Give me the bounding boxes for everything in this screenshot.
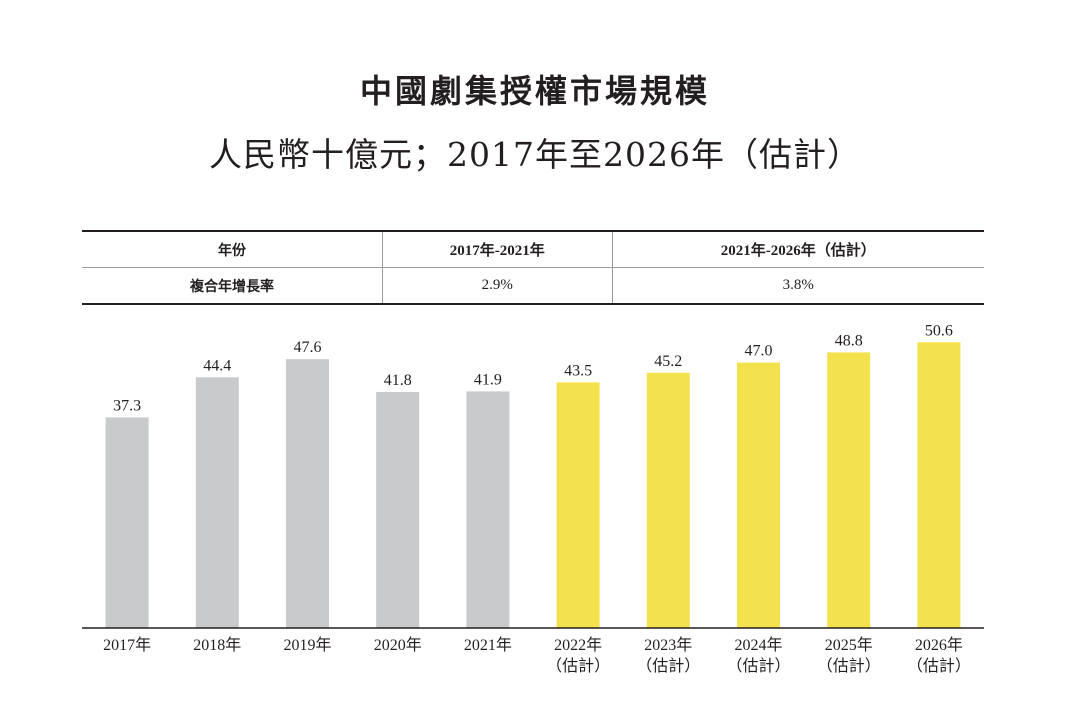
chart-subtitle: 人民幣十億元；2017年至2026年（估計）	[209, 135, 861, 174]
bar-7	[737, 362, 780, 628]
x-tick-note-7: （估計）	[726, 657, 790, 675]
bar-4	[466, 391, 510, 628]
cagr-value-2017-2021: 2.9%	[382, 267, 613, 305]
data-label-0: 37.3	[113, 397, 141, 414]
data-label-7: 47.0	[745, 343, 773, 360]
x-tick-note-9: （估計）	[907, 657, 971, 675]
x-tick-label-2: 2019年	[283, 636, 331, 654]
data-label-1: 44.4	[203, 357, 231, 374]
x-tick-note-6: （估計）	[636, 657, 700, 675]
data-label-2: 47.6	[294, 339, 322, 356]
x-tick-label-5: 2022年	[554, 636, 602, 654]
x-tick-note-8: （估計）	[817, 657, 881, 675]
x-tick-label-9: 2026年	[915, 636, 963, 654]
cagr-value-2021-2026: 3.8%	[611, 267, 984, 305]
bar-9	[917, 342, 961, 628]
x-tick-label-8: 2025年	[825, 636, 873, 654]
x-tick-note-5: （估計）	[546, 657, 610, 675]
cagr-row-label: 複合年增長率	[82, 267, 383, 305]
bar-1	[195, 377, 239, 628]
x-tick-label-4: 2021年	[464, 636, 512, 654]
bar-8	[827, 352, 871, 628]
cagr-header-year: 年份	[82, 230, 383, 268]
bar-6	[646, 372, 690, 628]
x-tick-label-7: 2024年	[734, 636, 782, 654]
bar-3	[376, 391, 420, 628]
cagr-table: 年份 2017年-2021年 2021年-2026年（估計） 複合年增長率 2.…	[82, 230, 984, 305]
bar-0	[105, 417, 149, 628]
x-tick-label-6: 2023年	[644, 636, 692, 654]
bar-5	[556, 382, 600, 628]
data-label-6: 45.2	[654, 353, 682, 370]
cagr-header-2017-2021: 2017年-2021年	[382, 230, 613, 268]
cagr-header-2021-2026: 2021年-2026年（估計）	[611, 230, 984, 268]
cagr-table-header-row: 年份 2017年-2021年 2021年-2026年（估計）	[82, 230, 984, 268]
x-tick-label-0: 2017年	[103, 636, 151, 654]
cagr-table-row: 複合年增長率 2.9% 3.8%	[82, 267, 984, 305]
data-label-8: 48.8	[835, 332, 863, 349]
data-label-9: 50.6	[925, 322, 953, 339]
chart-title: 中國劇集授權市場規模	[359, 72, 710, 110]
data-label-4: 41.9	[474, 371, 502, 388]
data-label-5: 43.5	[564, 362, 592, 379]
bar-2	[286, 359, 329, 628]
x-tick-label-1: 2018年	[193, 636, 241, 654]
x-tick-label-3: 2020年	[374, 636, 422, 654]
data-label-3: 41.8	[384, 372, 412, 389]
